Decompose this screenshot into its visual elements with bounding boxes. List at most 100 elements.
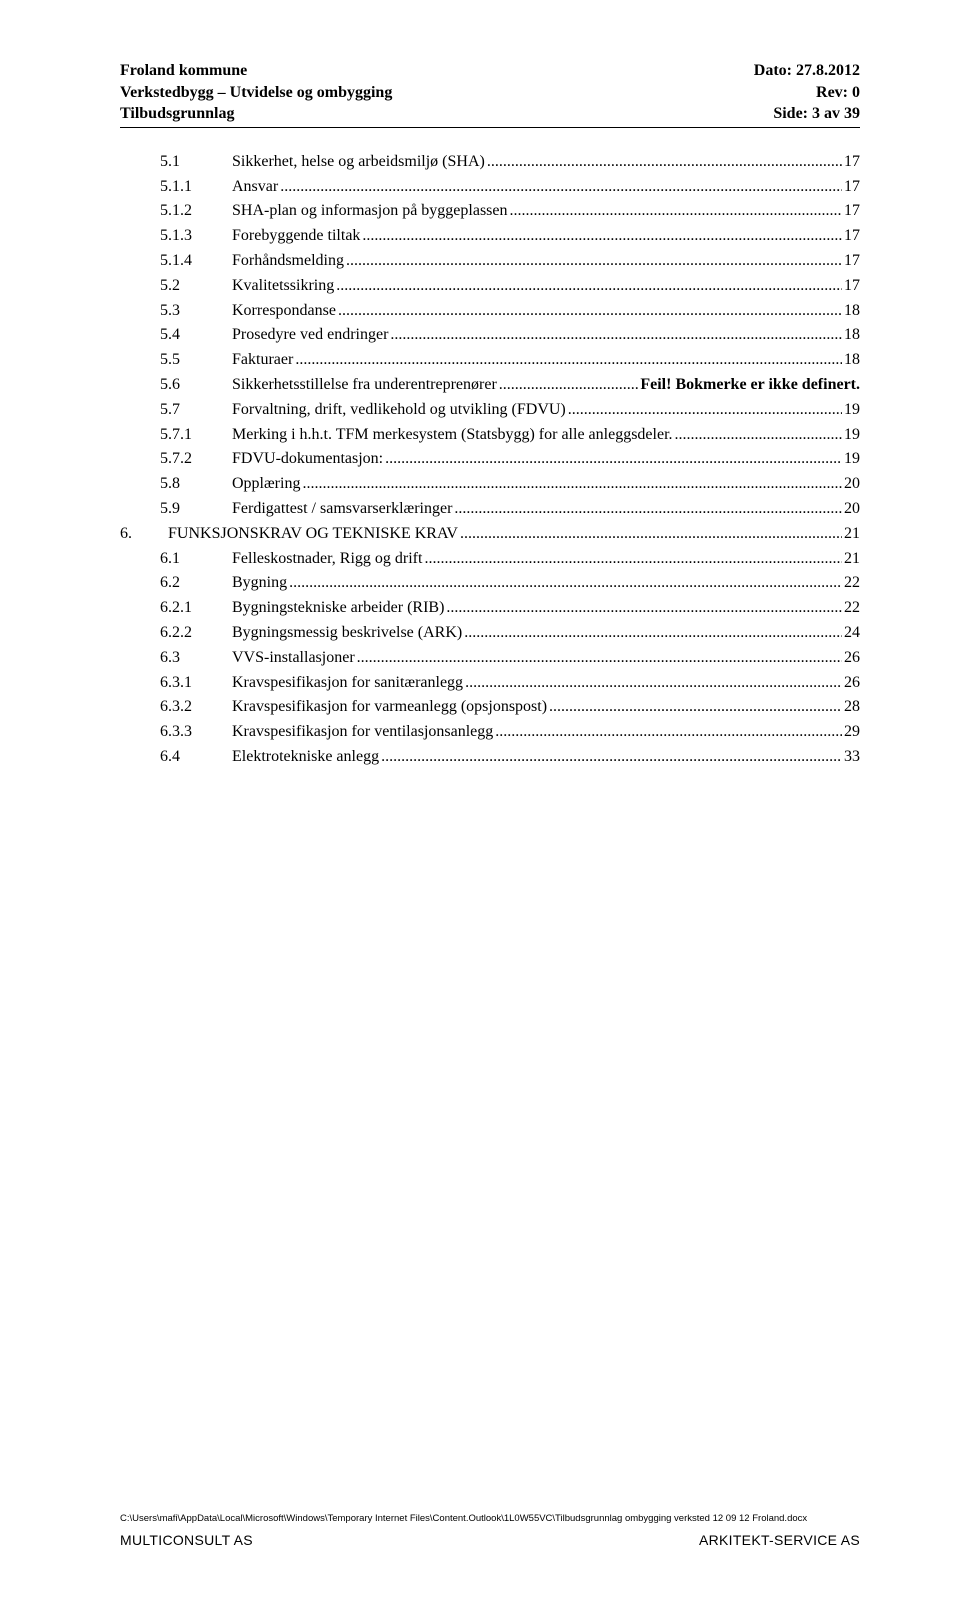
toc-title: Kravspesifikasjon for ventilasjonsanlegg [232,720,493,745]
toc-row: 6. FUNKSJONSKRAV OG TEKNISKE KRAV21 [120,522,860,547]
toc-row: 6.3 VVS-installasjoner26 [120,646,860,671]
toc-leader [465,671,842,696]
toc-row: 5.7.2 FDVU-dokumentasjon: 19 [120,447,860,472]
toc-number: 6.3.1 [120,671,224,696]
header-left-1: Verkstedbygg – Utvidelse og ombygging [120,82,392,104]
toc-page-number: Feil! Bokmerke er ikke definert. [640,373,860,398]
page: Froland kommune Dato: 27.8.2012 Verksted… [0,0,960,820]
toc-title: Bygningsmessig beskrivelse (ARK) [232,621,462,646]
toc-leader [289,571,842,596]
toc-leader [336,274,842,299]
toc-number: 5.1.3 [120,224,224,249]
page-header: Froland kommune Dato: 27.8.2012 Verksted… [120,60,860,128]
toc-page-number: 17 [844,150,860,175]
toc-title: FUNKSJONSKRAV OG TEKNISKE KRAV [168,522,458,547]
toc-row: 5.1.4 Forhåndsmelding17 [120,249,860,274]
toc-title: Forebyggende tiltak [232,224,360,249]
toc-row: 5.6 Sikkerhetsstillelse fra underentrepr… [120,373,860,398]
toc-leader [495,720,842,745]
toc-leader [385,447,842,472]
toc-number: 5.5 [120,348,224,373]
header-right-1: Rev: 0 [816,82,860,104]
header-row-0: Froland kommune Dato: 27.8.2012 [120,60,860,82]
toc-title: Forvaltning, drift, vedlikehold og utvik… [232,398,566,423]
toc-number: 5.7.1 [120,423,224,448]
toc-title: Kravspesifikasjon for sanitæranlegg [232,671,463,696]
toc-title: Opplæring [232,472,300,497]
toc-leader [280,175,842,200]
toc-number: 6.2.2 [120,621,224,646]
toc-leader [487,150,842,175]
toc-leader [381,745,842,770]
toc-page-number: 17 [844,199,860,224]
toc-leader [357,646,842,671]
toc-title: Felleskostnader, Rigg og drift [232,547,422,572]
toc-number: 5.7 [120,398,224,423]
header-rule [120,127,860,128]
toc-leader [362,224,842,249]
toc-number: 5.1.2 [120,199,224,224]
toc-row: 5.8 Opplæring20 [120,472,860,497]
toc-row: 6.3.3 Kravspesifikasjon for ventilasjons… [120,720,860,745]
toc-page-number: 26 [844,646,860,671]
toc-page-number: 28 [844,695,860,720]
toc-number: 5.4 [120,323,224,348]
toc-leader [549,695,842,720]
toc-row: 5.1 Sikkerhet, helse og arbeidsmiljø (SH… [120,150,860,175]
toc-page-number: 22 [844,596,860,621]
toc-leader [510,199,842,224]
toc-page-number: 19 [844,447,860,472]
toc-row: 5.1.3 Forebyggende tiltak17 [120,224,860,249]
toc-leader [390,323,842,348]
toc-number: 6.3.3 [120,720,224,745]
toc-row: 6.3.2 Kravspesifikasjon for varmeanlegg … [120,695,860,720]
toc-number: 6.3 [120,646,224,671]
toc-title: Prosedyre ved endringer [232,323,388,348]
toc-row: 6.2 Bygning22 [120,571,860,596]
toc-row: 6.2.1 Bygningstekniske arbeider (RIB)22 [120,596,860,621]
toc-number: 5.7.2 [120,447,224,472]
toc-row: 5.1.2 SHA-plan og informasjon på byggepl… [120,199,860,224]
toc-leader [446,596,842,621]
toc-title: Sikkerhet, helse og arbeidsmiljø (SHA) [232,150,485,175]
toc-leader [346,249,842,274]
toc-leader [460,522,842,547]
toc-number: 6.2.1 [120,596,224,621]
toc-row: 6.3.1 Kravspesifikasjon for sanitæranleg… [120,671,860,696]
toc-row: 5.7 Forvaltning, drift, vedlikehold og u… [120,398,860,423]
toc-row: 6.1 Felleskostnader, Rigg og drift 21 [120,547,860,572]
toc-number: 6.2 [120,571,224,596]
toc-number: 6.3.2 [120,695,224,720]
toc-number: 6.1 [120,547,224,572]
toc-page-number: 21 [844,547,860,572]
header-left-2: Tilbudsgrunnlag [120,103,234,125]
toc-number: 5.6 [120,373,224,398]
toc-title: SHA-plan og informasjon på byggeplassen [232,199,508,224]
toc-title: Korrespondanse [232,299,336,324]
toc-page-number: 20 [844,472,860,497]
toc-title: Kvalitetssikring [232,274,334,299]
toc-leader [675,423,842,448]
toc-leader [295,348,842,373]
header-right-0: Dato: 27.8.2012 [754,60,860,82]
toc-number: 5.1 [120,150,224,175]
header-left-0: Froland kommune [120,60,247,82]
toc-title: FDVU-dokumentasjon: [232,447,383,472]
toc-title: Bygning [232,571,287,596]
toc-row: 5.9 Ferdigattest / samsvarserklæringer20 [120,497,860,522]
toc-number: 6. [120,522,160,547]
toc-page-number: 17 [844,274,860,299]
toc-number: 5.1.4 [120,249,224,274]
header-row-2: Tilbudsgrunnlag Side: 3 av 39 [120,103,860,125]
toc-number: 5.9 [120,497,224,522]
toc-title: Fakturaer [232,348,293,373]
toc-title: Merking i h.h.t. TFM merkesystem (Statsb… [232,423,673,448]
toc-row: 5.7.1 Merking i h.h.t. TFM merkesystem (… [120,423,860,448]
toc-leader [568,398,842,423]
footer-company-right: ARKITEKT-SERVICE AS [699,1532,860,1548]
toc-number: 6.4 [120,745,224,770]
toc-page-number: 18 [844,348,860,373]
toc-row: 5.3 Korrespondanse18 [120,299,860,324]
toc-row: 6.4 Elektrotekniske anlegg33 [120,745,860,770]
toc-page-number: 19 [844,423,860,448]
